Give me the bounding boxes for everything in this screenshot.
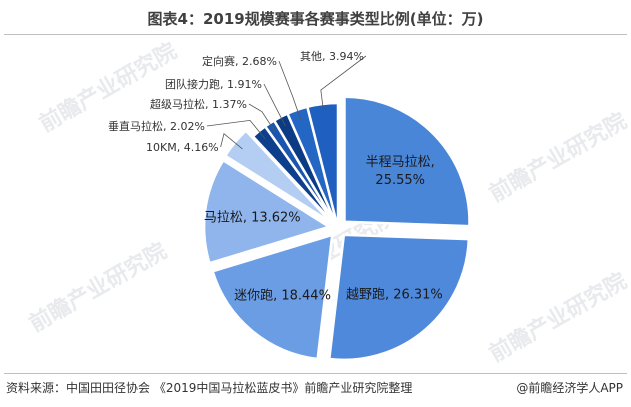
slice-9-leader-line — [278, 60, 301, 120]
slice-labels: 半程马拉松, 25.55% 越野跑, 26.31% 迷你跑, 18.44% 马拉松, 1… — [108, 50, 443, 303]
slice-2-label: 越野跑, 26.31% — [346, 288, 443, 303]
slice-6-leader-line — [206, 119, 266, 140]
slice-6-label: 垂直马拉松, 2.02% — [108, 119, 205, 133]
slice-5-label: 10KM, 4.16% — [146, 141, 219, 154]
slice-10-leader-line — [320, 55, 367, 114]
slice-8-leader-line — [263, 83, 286, 126]
slice-7-leader-line — [248, 103, 276, 132]
slice-10-label: 其他, 3.94% — [300, 50, 364, 63]
title-divider — [4, 34, 627, 35]
slice-5-leader-line — [220, 132, 243, 150]
footer-divider — [4, 373, 627, 374]
pie-slices — [202, 95, 471, 362]
chart-title: 图表4：2019规模赛事各赛事类型比例(单位：万) — [147, 10, 484, 28]
slice-8-label: 团队接力跑, 1.91% — [165, 77, 262, 91]
slice-1-value-label: 25.55% — [375, 173, 425, 188]
slice-2-wedge — [327, 233, 471, 362]
credit-note: @前瞻经济学人APP — [516, 381, 623, 395]
slice-9-label: 定向赛, 2.68% — [202, 54, 277, 68]
slice-3-wedge — [211, 233, 334, 361]
slice-7-label: 超级马拉松, 1.37% — [150, 97, 247, 111]
source-note: 资料来源：中国田田径协会 《2019中国马拉松蓝皮书》前瞻产业研究院整理 — [6, 381, 413, 395]
slice-1-wedge — [343, 95, 471, 228]
slice-1-label: 半程马拉松, — [366, 155, 435, 170]
pie-chart: 半程马拉松, 25.55% 越野跑, 26.31% 迷你跑, 18.44% 马拉松, 1… — [108, 50, 471, 362]
slice-4-label: 马拉松, 13.62% — [204, 211, 301, 226]
leader-lines — [206, 55, 367, 150]
slice-3-label: 迷你跑, 18.44% — [234, 288, 331, 303]
slice-4-wedge — [202, 158, 333, 265]
